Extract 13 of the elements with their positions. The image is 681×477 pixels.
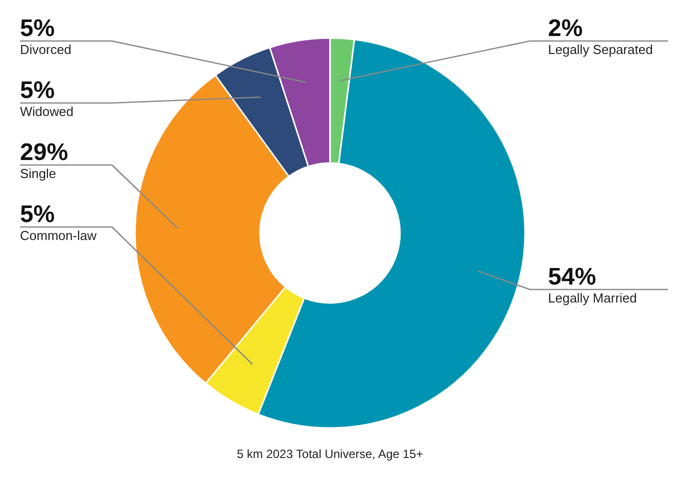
- slice-label: Widowed: [20, 104, 74, 119]
- data-label: 29%: [20, 139, 68, 166]
- data-label: 5%: [20, 15, 55, 42]
- slice-label: Legally Married: [548, 290, 637, 306]
- data-label: 2%: [548, 15, 583, 42]
- text: 5 km 2023 Total Universe, Age 15+: [236, 447, 424, 461]
- data-label: 5%: [20, 77, 55, 104]
- slice-label: Single: [20, 166, 56, 181]
- slice-label: Legally Separated: [548, 42, 653, 57]
- data-label: 5%: [20, 201, 55, 228]
- slice-label: Common-law: [20, 228, 98, 243]
- slice-label: Divorced: [20, 42, 72, 57]
- data-label: 54%: [548, 263, 596, 290]
